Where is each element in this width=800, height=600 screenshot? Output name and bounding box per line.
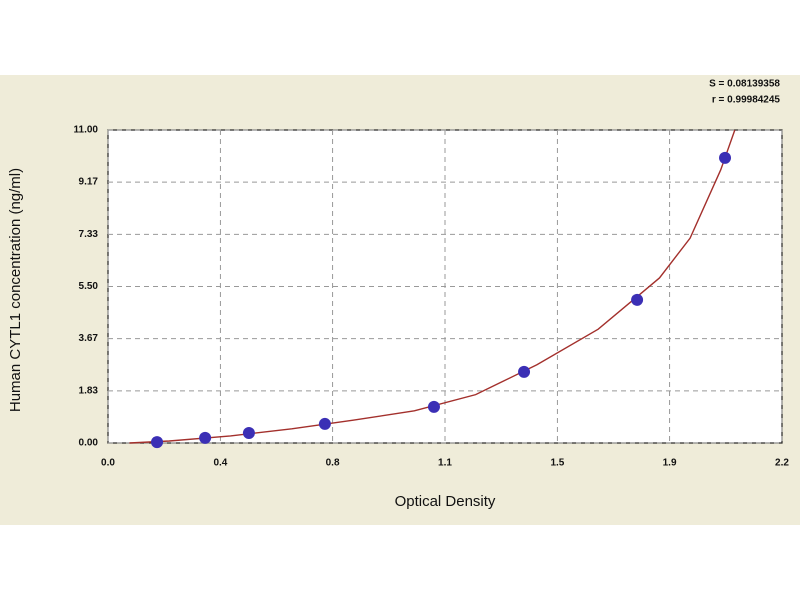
x-tick-label: 2.2 bbox=[775, 458, 789, 469]
point bbox=[318, 417, 331, 430]
x-tick-label: 1.1 bbox=[438, 458, 452, 469]
annotation: r = 0.99984245 bbox=[712, 95, 781, 106]
point bbox=[631, 293, 644, 306]
y-tick-label: 0.00 bbox=[79, 438, 99, 449]
y-tick-label: 11.00 bbox=[74, 125, 99, 136]
point bbox=[427, 400, 440, 413]
y-axis-title: Human CYTL1 concentration (ng/ml) bbox=[7, 168, 24, 412]
x-tick-label: 0.4 bbox=[213, 458, 227, 469]
point bbox=[518, 365, 531, 378]
fit-curve bbox=[129, 129, 736, 444]
annotation: S = 0.08139358 bbox=[709, 79, 780, 90]
point bbox=[242, 427, 255, 440]
y-tick-label: 9.17 bbox=[79, 177, 99, 188]
y-tick-label: 3.67 bbox=[79, 333, 99, 344]
x-tick-label: 1.5 bbox=[550, 458, 564, 469]
x-tick-label: 0.0 bbox=[101, 458, 115, 469]
point bbox=[719, 151, 732, 164]
x-axis-title: Optical Density bbox=[395, 493, 496, 510]
point bbox=[151, 436, 164, 449]
y-tick-label: 7.33 bbox=[79, 229, 99, 240]
point bbox=[199, 431, 212, 444]
x-tick-label: 1.9 bbox=[663, 458, 677, 469]
y-tick-label: 5.50 bbox=[79, 281, 99, 292]
x-tick-label: 0.8 bbox=[326, 458, 340, 469]
y-tick-label: 1.83 bbox=[79, 386, 99, 397]
